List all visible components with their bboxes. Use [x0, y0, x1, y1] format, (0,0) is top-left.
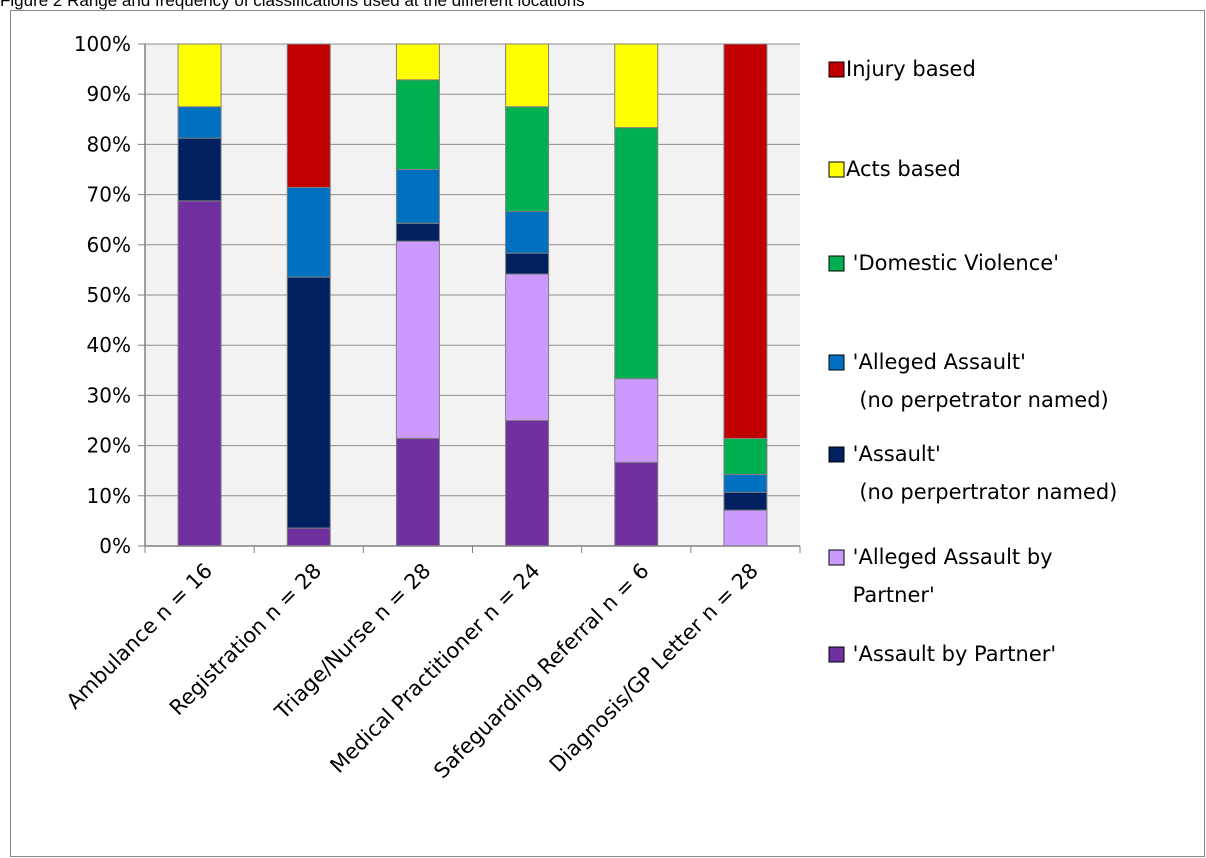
legend-swatch: [828, 446, 845, 463]
bar-segment: [505, 43, 550, 108]
bar-segment: [286, 186, 331, 278]
bar-segment: [505, 420, 550, 547]
y-tick-label: 70%: [87, 183, 131, 207]
legend-label: 'Assault': [846, 442, 941, 466]
legend-label: Partner': [846, 583, 935, 607]
bar-segment: [177, 137, 222, 202]
bar-segment: [723, 491, 768, 511]
legend-swatch: [828, 161, 845, 178]
category-label: Diagnosis/GP Letter n = 28: [545, 559, 763, 777]
y-tick-label: 10%: [87, 484, 131, 508]
legend-label: (no perpertrator named): [846, 480, 1117, 504]
y-tick-label: 100%: [74, 32, 131, 56]
legend-swatch: [828, 354, 845, 371]
bar-segment: [505, 210, 550, 254]
bar-segment: [614, 127, 659, 380]
legend-label: 'Alleged Assault': [846, 350, 1026, 374]
bar-segment: [395, 79, 440, 170]
bar-segment: [395, 169, 440, 224]
bar-segment: [395, 43, 440, 81]
bar-segment: [614, 461, 659, 547]
bar-segment: [395, 240, 440, 439]
bar-segment: [286, 527, 331, 547]
y-tick-label: 0%: [99, 534, 131, 558]
bar-segment: [505, 106, 550, 212]
legend-item: 'Assault' (no perpertrator named): [828, 442, 1117, 504]
bar-segment: [286, 276, 331, 529]
bar-segment: [723, 473, 768, 493]
y-tick-label: 90%: [87, 82, 131, 106]
legend-item: 'Alleged Assault' (no perpetrator named): [828, 350, 1109, 412]
legend-item: 'Assault by Partner': [828, 642, 1056, 666]
chart-frame: [10, 10, 1205, 857]
y-tick-label: 40%: [87, 333, 131, 357]
bar-segment: [177, 200, 222, 547]
bar-segment: [614, 43, 659, 129]
bar-segment: [177, 106, 222, 139]
bar-segment: [723, 437, 768, 475]
bar-segment: [723, 509, 768, 547]
y-tick-label: 50%: [87, 283, 131, 307]
legend-label: 'Alleged Assault by: [846, 545, 1053, 569]
y-tick-label: 20%: [87, 434, 131, 458]
figure-caption: Figure 2 Range and frequency of classifi…: [0, 0, 585, 10]
bar-segment: [177, 43, 222, 108]
category-label: Medical Practitioner n = 24: [325, 559, 544, 778]
bar-segment: [614, 378, 659, 463]
legend-label: 'Assault by Partner': [846, 642, 1056, 666]
bar-segment: [505, 252, 550, 275]
legend-swatch: [828, 255, 845, 272]
legend-item: 'Alleged Assault by Partner': [828, 545, 1053, 607]
legend-label: Acts based: [846, 157, 961, 181]
legend-swatch: [828, 646, 845, 663]
legend-label: 'Domestic Violence': [846, 251, 1059, 275]
y-tick-label: 30%: [87, 383, 131, 407]
legend-item: Acts based: [828, 157, 961, 181]
bar-segment: [395, 437, 440, 547]
legend-item: 'Domestic Violence': [828, 251, 1059, 275]
bar-segment: [505, 273, 550, 421]
legend-swatch: [828, 61, 845, 78]
legend-item: Injury based: [828, 57, 976, 81]
bar-segment: [286, 43, 331, 188]
legend-label: (no perpetrator named): [846, 388, 1109, 412]
y-tick-label: 60%: [87, 233, 131, 257]
legend-swatch: [828, 549, 845, 566]
category-label: Safeguarding Referral n = 6: [429, 559, 654, 784]
y-tick-label: 80%: [87, 132, 131, 156]
bar-segment: [395, 222, 440, 242]
legend-label: Injury based: [846, 57, 976, 81]
bar-segment: [723, 43, 768, 439]
